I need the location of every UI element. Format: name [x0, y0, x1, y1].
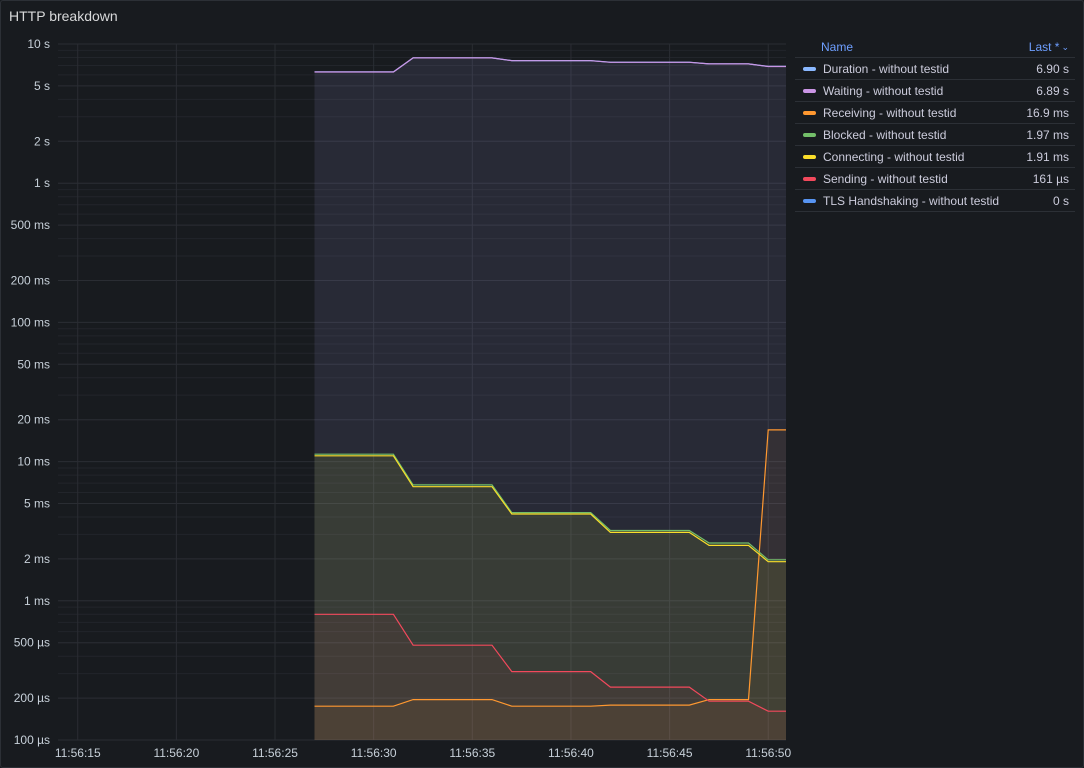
- x-tick-label: 11:56:35: [449, 746, 495, 760]
- panel-title: HTTP breakdown: [9, 8, 118, 24]
- legend-item-left: Blocked - without testid: [803, 128, 946, 142]
- legend-name-header[interactable]: Name: [821, 40, 854, 54]
- y-tick-label: 200 µs: [14, 691, 50, 705]
- legend-last-sort[interactable]: Last * ⌄: [1029, 40, 1069, 54]
- legend-item-name: Connecting - without testid: [823, 149, 965, 164]
- legend-item-last: 1.97 ms: [1026, 127, 1069, 142]
- legend-swatch: [803, 88, 816, 93]
- y-tick-label: 20 ms: [17, 413, 50, 427]
- legend-item-left: Sending - without testid: [803, 172, 948, 186]
- y-tick-label: 2 s: [34, 134, 50, 148]
- y-tick-label: 100 µs: [14, 733, 50, 747]
- y-tick-label: 10 s: [27, 37, 50, 51]
- legend-item-left: Waiting - without testid: [803, 84, 943, 98]
- series-area: [314, 57, 786, 740]
- legend-rows: Duration - without testid 6.90 s Waiting -…: [795, 58, 1075, 212]
- y-tick-label: 100 ms: [11, 315, 50, 329]
- x-tick-label: 11:56:30: [351, 746, 397, 760]
- series-area: [314, 454, 786, 740]
- x-tick-label: 11:56:25: [252, 746, 298, 760]
- y-tick-label: 1 s: [34, 176, 50, 190]
- legend-item-name: Duration - without testid: [823, 61, 950, 76]
- legend-swatch: [803, 198, 816, 203]
- series-lines: [314, 57, 786, 712]
- legend-swatch: [803, 154, 816, 159]
- legend-item-last: 6.90 s: [1036, 61, 1069, 76]
- legend-item-last: 16.9 ms: [1026, 105, 1069, 120]
- legend-item-last: 161 µs: [1032, 171, 1069, 186]
- legend-item[interactable]: Blocked - without testid 1.97 ms: [795, 124, 1075, 146]
- y-tick-label: 5 s: [34, 79, 50, 93]
- chevron-down-icon: ⌄: [1061, 41, 1069, 52]
- legend-item-name: Waiting - without testid: [823, 83, 944, 98]
- legend-item-left: Connecting - without testid: [803, 150, 964, 164]
- legend-swatch: [803, 176, 816, 181]
- y-tick-label: 500 µs: [14, 636, 50, 650]
- series-line: [314, 453, 786, 561]
- legend-header: Name Last * ⌄: [795, 37, 1075, 58]
- legend-swatch: [803, 110, 816, 115]
- legend-item[interactable]: Receiving - without testid 16.9 ms: [795, 102, 1075, 124]
- x-tick-label: 11:56:40: [548, 746, 594, 760]
- x-tick-label: 11:56:45: [647, 746, 693, 760]
- legend-item-last: 6.89 s: [1036, 83, 1069, 98]
- legend-item-name: Receiving - without testid: [823, 105, 957, 120]
- y-tick-label: 5 ms: [24, 497, 50, 511]
- series-fills: [314, 57, 786, 740]
- series-area: [314, 57, 786, 740]
- legend-swatch: [803, 132, 816, 137]
- y-tick-label: 1 ms: [24, 594, 50, 608]
- y-tick-label: 10 ms: [17, 455, 50, 469]
- series-line: [314, 455, 786, 563]
- legend-item[interactable]: Connecting - without testid 1.91 ms: [795, 146, 1075, 168]
- series-line: [314, 429, 786, 707]
- grid: [58, 43, 786, 741]
- legend-item-last: 1.91 ms: [1026, 149, 1069, 164]
- series-line: [314, 613, 786, 712]
- legend-item-name: Blocked - without testid: [823, 127, 947, 142]
- legend-item-last: 0 s: [1052, 193, 1069, 208]
- legend-item-left: Duration - without testid: [803, 62, 949, 76]
- legend-item[interactable]: Duration - without testid 6.90 s: [795, 58, 1075, 80]
- x-tick-label: 11:56:15: [55, 746, 101, 760]
- legend-item-left: TLS Handshaking - without testid: [803, 194, 999, 208]
- y-tick-label: 50 ms: [17, 357, 50, 371]
- legend-item[interactable]: Waiting - without testid 6.89 s: [795, 80, 1075, 102]
- series-line: [314, 57, 786, 73]
- x-tick-label: 11:56:20: [153, 746, 199, 760]
- x-tick-label: 11:56:50: [745, 746, 791, 760]
- legend-item-name: TLS Handshaking - without testid: [823, 193, 1000, 208]
- y-tick-label: 200 ms: [11, 273, 50, 287]
- legend-item[interactable]: TLS Handshaking - without testid 0 s: [795, 190, 1075, 212]
- legend-table: Name Last * ⌄ Duration - without testid 6…: [795, 37, 1075, 212]
- series-area: [314, 429, 786, 740]
- y-tick-label: 500 ms: [11, 218, 50, 232]
- legend-item-left: Receiving - without testid: [803, 106, 956, 120]
- series-area: [314, 455, 786, 740]
- legend-item[interactable]: Sending - without testid 161 µs: [795, 168, 1075, 190]
- legend-item-name: Sending - without testid: [823, 171, 948, 186]
- legend-last-header: Last *: [1028, 40, 1060, 54]
- legend-swatch: [803, 66, 816, 71]
- y-tick-label: 2 ms: [24, 552, 50, 566]
